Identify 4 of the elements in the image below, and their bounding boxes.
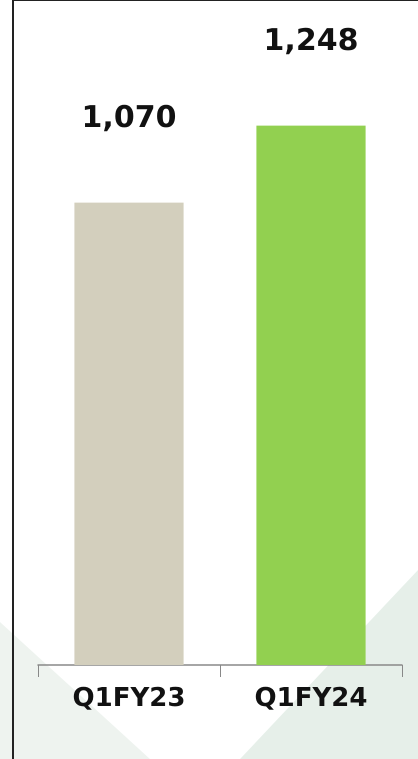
x-tick-label: Q1FY24 bbox=[254, 683, 368, 713]
x-tick-label: Q1FY23 bbox=[72, 683, 186, 713]
data-label: 1,248 bbox=[264, 23, 358, 58]
data-label: 1,070 bbox=[82, 100, 176, 136]
